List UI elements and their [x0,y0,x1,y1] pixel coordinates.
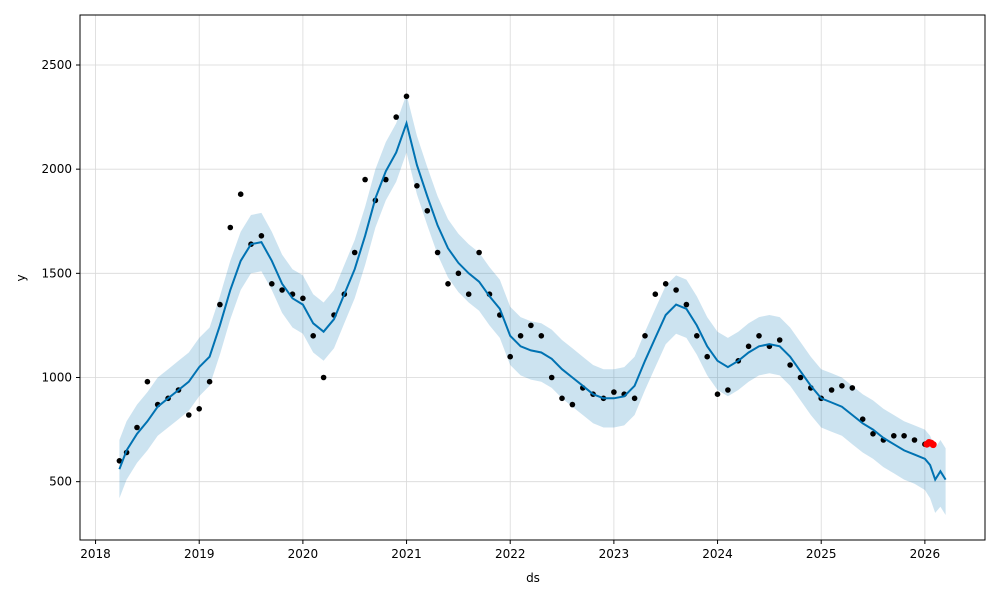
uncertainty-band [119,94,946,515]
observed-point [362,176,368,183]
observed-point [870,431,876,437]
observed-point [351,249,358,256]
y-tick-label: 500 [49,475,72,489]
observed-point [683,301,690,308]
observed-point [694,333,700,339]
observed-point [269,281,275,287]
y-tick-label: 1000 [41,371,72,385]
observed-point [424,208,431,214]
observed-point [704,353,710,360]
observed-point [217,301,223,308]
observed-point [383,176,389,183]
observed-point [434,249,441,256]
observed-point [455,270,462,277]
observed-point [662,281,669,287]
observed-point [465,291,472,298]
observed-point [538,333,545,339]
observed-point [134,424,140,431]
observed-point [258,233,265,239]
observed-point [787,362,793,368]
forecast-line [118,119,947,482]
x-tick-label: 2022 [495,547,526,561]
observed-point [517,333,524,339]
x-tick-label: 2024 [702,547,733,561]
x-tick-label: 2025 [806,547,837,561]
observed-point [196,406,202,412]
x-axis-ticks: 2018 2019 2020 2021 2022 2023 2024 2025 2026 [80,540,940,561]
observed-point [849,385,856,391]
observed-point [839,383,845,389]
y-tick-label: 2500 [41,58,72,72]
y-tick-label: 1500 [41,266,72,280]
observed-point [559,395,565,402]
observed-point [227,224,234,231]
observed-point [320,374,327,381]
observed-point [776,337,783,343]
x-tick-label: 2019 [184,547,215,561]
observed-point [911,437,918,443]
observed-point [652,291,659,298]
x-tick-label: 2021 [391,547,422,561]
y-axis-ticks: 500 1000 1500 2000 2500 [41,58,80,489]
observed-point [569,401,576,408]
x-axis-label: ds [526,571,540,585]
observed-point [673,287,679,293]
observed-point [548,374,555,381]
recent-points [923,439,937,449]
observed-point [237,191,244,197]
y-tick-label: 2000 [41,162,72,176]
observed-point [445,281,451,287]
observed-point [310,333,317,339]
x-tick-label: 2026 [910,547,941,561]
observed-point [631,395,638,402]
observed-point [403,93,410,100]
observed-point [901,433,907,439]
observed-point [642,333,648,339]
observed-point [186,412,192,418]
observed-point [206,378,213,385]
observed-point [859,416,866,423]
observed-point [300,295,306,302]
observed-point [714,391,721,398]
observed-point [725,387,731,393]
observed-point [393,114,400,120]
x-tick-label: 2018 [80,547,111,561]
observed-point [279,287,285,293]
observed-point [797,374,804,381]
observed-point [745,343,752,350]
observed-point [476,249,482,256]
observed-point [528,322,534,329]
observed-point [144,378,151,385]
observed-point [828,387,835,393]
y-axis-label: y [14,274,28,281]
observed-point [116,458,123,464]
observed-point [756,333,762,339]
observed-point [507,353,513,360]
recent-point [929,441,937,449]
observed-point [891,433,897,439]
plot-frame [79,14,986,541]
x-tick-label: 2023 [599,547,630,561]
grid-lines [80,15,985,540]
observed-point [611,389,617,395]
observed-point [414,183,420,189]
x-tick-label: 2020 [288,547,319,561]
